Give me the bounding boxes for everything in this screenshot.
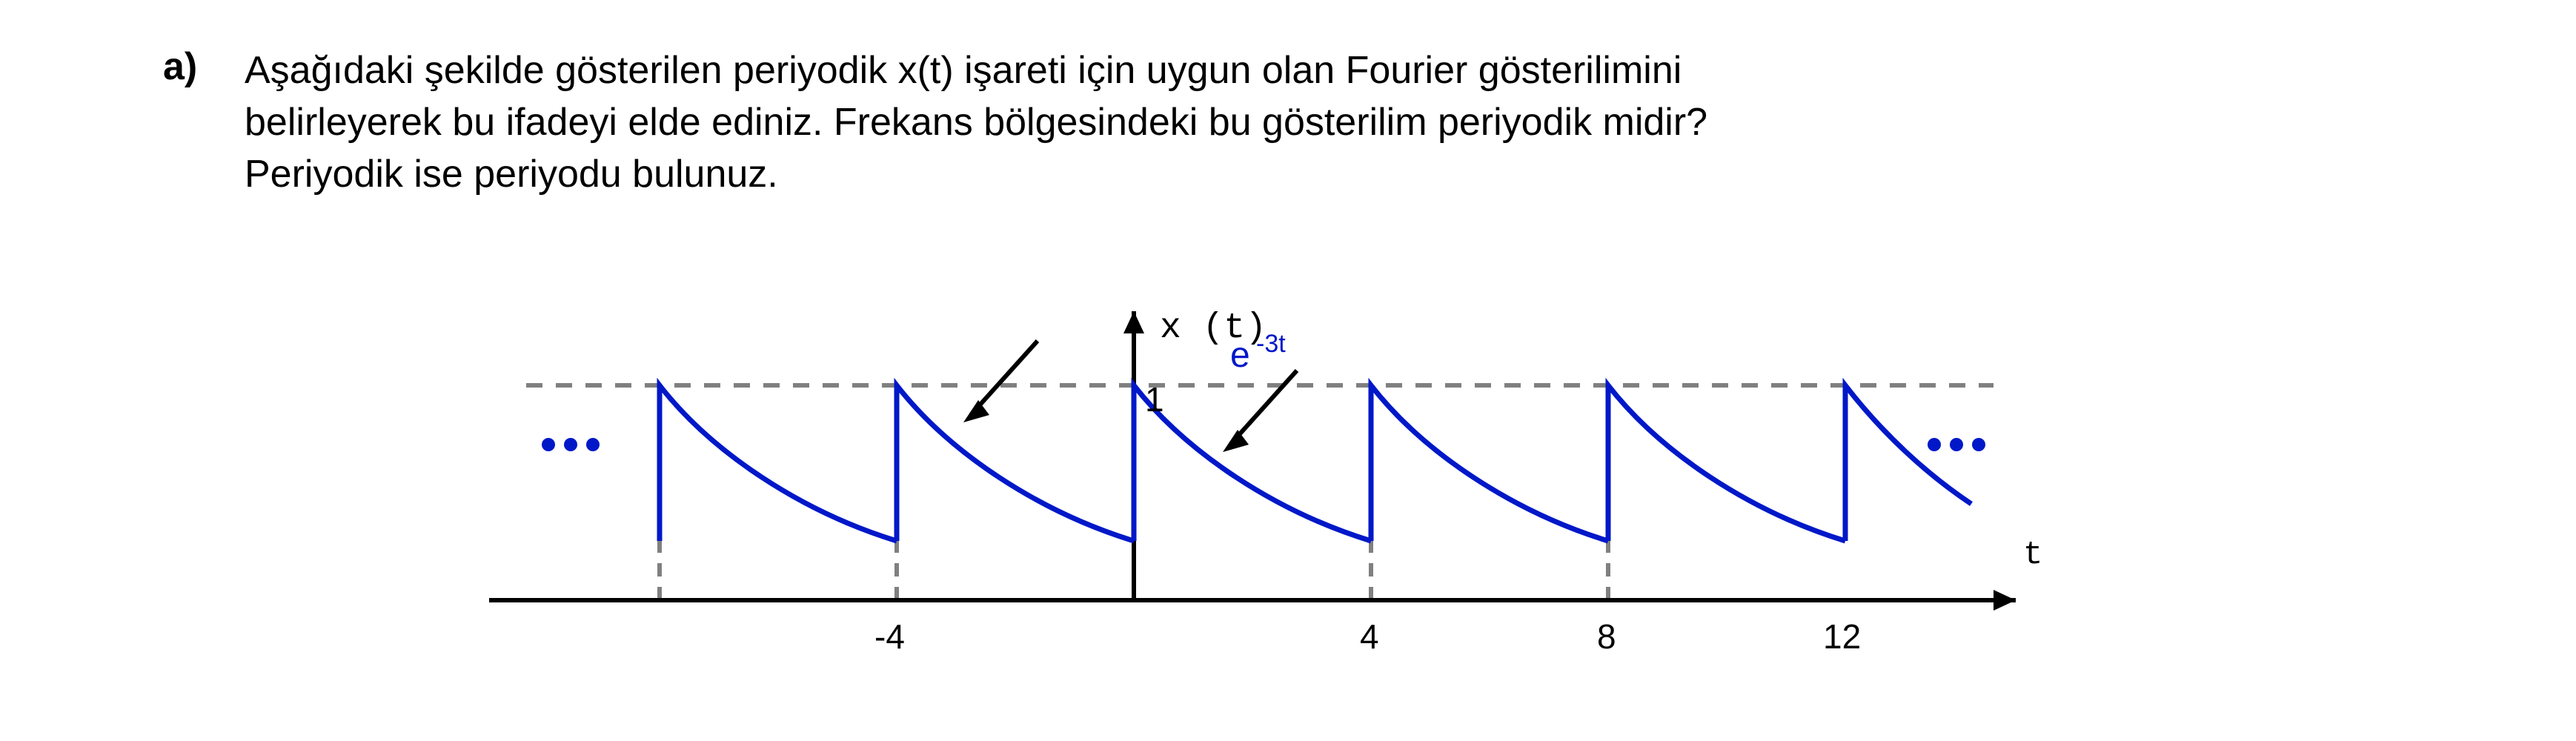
question-label: a) (163, 44, 197, 89)
pointer-arrow-right-head (1223, 430, 1249, 452)
tick-p8: 8 (1597, 617, 1616, 656)
tick-p4: 4 (1360, 617, 1379, 656)
tick-p12: 12 (1823, 617, 1861, 656)
dots-right-2 (1950, 438, 1963, 451)
signal-svg: x (t) t 1 e -3t -4 4 8 12 (445, 267, 2075, 689)
signal-figure: x (t) t 1 e -3t -4 4 8 12 (445, 267, 2075, 689)
dots-right-1 (1928, 438, 1941, 451)
x-axis-arrowhead (1994, 590, 2016, 611)
dots-left-2 (564, 438, 577, 451)
curve-period-far-left (660, 385, 897, 541)
question-text: Aşağıdaki şekilde gösterilen periyodik x… (245, 44, 1727, 201)
dots-left-3 (586, 438, 600, 451)
exp-label-base: e (1230, 336, 1250, 375)
curve-period-0 (1134, 385, 1371, 541)
curve-period-p12 (1845, 385, 1971, 541)
pointer-arrow-left-head (963, 400, 989, 422)
y-axis-arrowhead (1123, 311, 1144, 333)
page-root: a) Aşağıdaki şekilde gösterilen periyodi… (0, 0, 2576, 741)
curve-period-m4 (897, 385, 1134, 541)
tick-m4: -4 (874, 617, 905, 656)
x-axis-label: t (2023, 536, 2042, 574)
curve-period-p4 (1371, 385, 1608, 541)
one-label: 1 (1145, 380, 1164, 419)
y-axis-label: x (t) (1160, 308, 1267, 348)
dots-right-3 (1972, 438, 1985, 451)
curve-period-p8 (1608, 385, 1845, 541)
dots-left-1 (542, 438, 555, 451)
exp-label-sup: -3t (1256, 330, 1286, 358)
